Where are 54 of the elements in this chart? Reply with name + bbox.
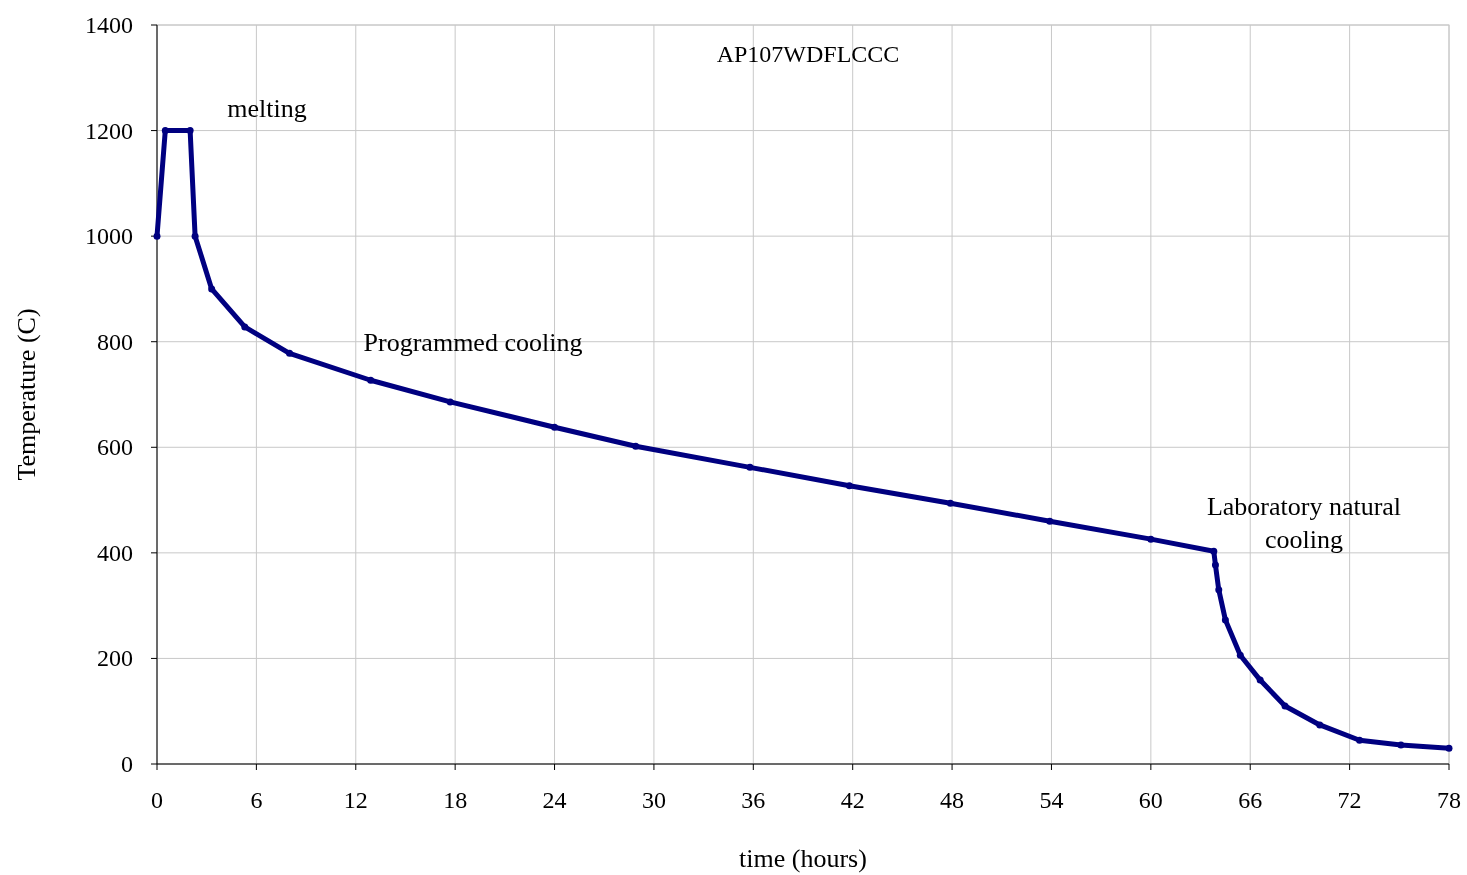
text: AP107WDFLCCC — [716, 41, 900, 67]
point — [186, 127, 194, 135]
y-tick-label: 200 — [97, 645, 133, 672]
x-tick-label: 60 — [1138, 787, 1163, 813]
x-tick-label: 42 — [840, 787, 865, 813]
y-axis-title: Temperature (C) — [12, 308, 41, 481]
x-tick-label: 54 — [1039, 787, 1064, 813]
x-tick-label: 36 — [741, 787, 766, 813]
y-tick-label: 400 — [97, 539, 133, 566]
annotation: Programmed cooling — [363, 328, 583, 357]
point — [446, 398, 454, 406]
point — [161, 127, 169, 135]
y-tick-label: 1200 — [85, 117, 133, 144]
point — [208, 285, 216, 293]
point — [1397, 741, 1405, 749]
point — [632, 442, 640, 450]
point — [367, 376, 375, 384]
y-tick-label: 1400 — [85, 12, 133, 38]
point — [1316, 721, 1324, 729]
point — [1356, 736, 1364, 744]
x-tick-label: 18 — [443, 787, 468, 813]
x-axis-title: time (hours) — [739, 844, 867, 873]
point — [551, 423, 559, 431]
point — [946, 499, 954, 507]
point — [1210, 547, 1218, 555]
y-tick-label: 0 — [121, 751, 133, 777]
point — [845, 482, 853, 490]
x-tick-label: 6 — [250, 787, 263, 813]
x-tick-label: 24 — [542, 787, 567, 813]
point — [1215, 586, 1223, 594]
x-tick-label: 30 — [641, 787, 666, 813]
y-tick-label: 600 — [97, 434, 133, 461]
annotation: melting — [227, 94, 307, 123]
point — [1236, 651, 1244, 659]
point — [1147, 535, 1155, 543]
y-tick-label: 800 — [97, 328, 133, 355]
point — [1281, 702, 1289, 710]
point — [1256, 676, 1264, 684]
y-tick-label: 1000 — [85, 223, 133, 250]
point — [746, 463, 754, 471]
point — [191, 232, 199, 240]
x-tick-label: 72 — [1337, 787, 1362, 813]
point — [241, 323, 249, 331]
point — [286, 349, 294, 357]
point — [1221, 616, 1229, 624]
point — [1445, 744, 1453, 752]
x-tick-label: 12 — [343, 787, 368, 813]
point — [1046, 517, 1054, 525]
x-tick-label: 0 — [151, 787, 163, 813]
x-tick-label: 78 — [1437, 787, 1461, 813]
point — [1211, 561, 1219, 569]
x-tick-label: 66 — [1238, 787, 1263, 813]
x-tick-label: 48 — [940, 787, 965, 813]
annotation: Laboratory natural cooling — [1206, 492, 1402, 554]
